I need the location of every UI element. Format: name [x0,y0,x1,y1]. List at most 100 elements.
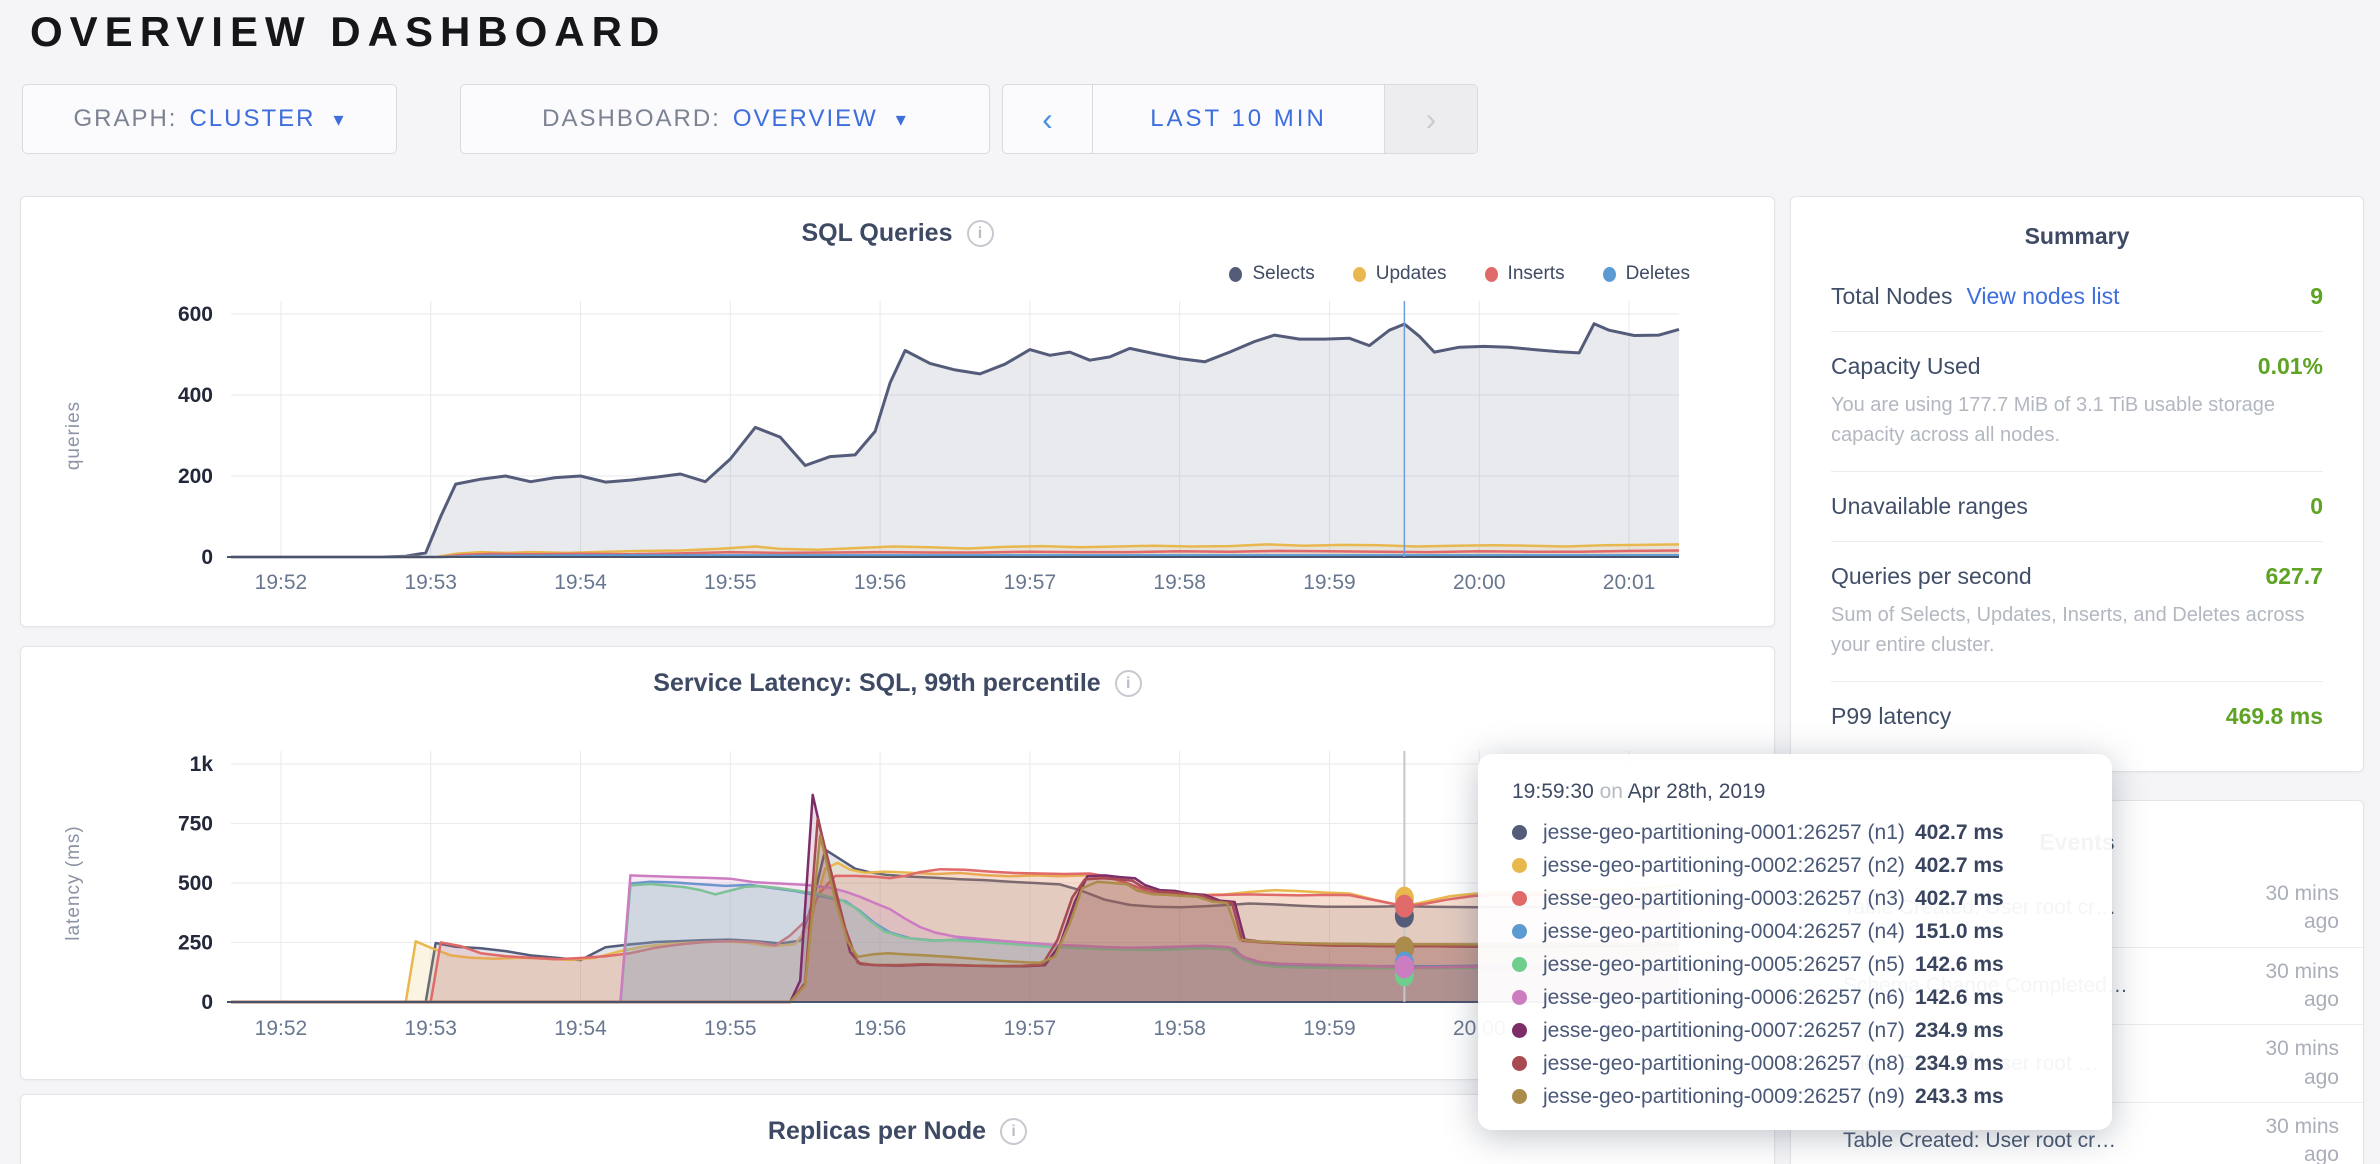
replicas-per-node-chart-title: Replicas per Node [767,1117,987,1145]
node-color-dot-icon [1512,990,1527,1005]
tooltip-node-value: 243.3 ms [1915,1084,2004,1108]
legend-item-inserts[interactable]: Inserts [1484,263,1565,285]
svg-text:19:57: 19:57 [1004,1017,1057,1040]
time-range-label[interactable]: LAST 10 MIN [1093,85,1385,153]
summary-description: Sum of Selects, Updates, Inserts, and De… [1831,604,2305,656]
svg-text:20:00: 20:00 [1453,571,1506,594]
summary-row: Total Nodes View nodes list 9 [1831,262,2323,331]
tooltip-node-value: 402.7 ms [1915,886,2004,910]
dashboard-dropdown-value: OVERVIEW [732,105,878,132]
summary-label: Total Nodes [1831,283,1953,309]
summary-description: You are using 177.7 MiB of 3.1 TiB usabl… [1831,394,2275,446]
summary-rows: Total Nodes View nodes list 9 Capacity Used… [1831,262,2323,751]
summary-value: 0.01% [2257,353,2323,379]
summary-title: Summary [2024,223,2130,249]
legend-item-updates[interactable]: Updates [1352,263,1447,285]
summary-label: Queries per second [1831,563,2032,589]
tooltip-node-name: jesse-geo-partitioning-0009:26257 (n9) [1543,1084,1905,1108]
svg-text:19:56: 19:56 [854,571,907,594]
tooltip-row: jesse-geo-partitioning-0001:26257 (n1) 40… [1512,816,2084,849]
tooltip-node-value: 234.9 ms [1915,1018,2004,1042]
svg-text:19:57: 19:57 [1004,571,1057,594]
legend-swatch-icon [1229,266,1243,282]
svg-text:19:52: 19:52 [255,1017,308,1040]
legend-label: Deletes [1625,263,1690,284]
legend-label: Inserts [1507,263,1565,284]
tooltip-node-value: 142.6 ms [1915,952,2004,976]
dashboard-dropdown-label: DASHBOARD: [542,105,721,132]
info-icon[interactable]: i [1114,670,1142,697]
service-latency-panel: Service Latency: SQL, 99th percentile i … [20,646,1775,1080]
svg-text:latency (ms): latency (ms) [63,825,84,940]
svg-text:500: 500 [178,872,213,895]
service-latency-chart[interactable]: 19:52 19:53 19:54 19:55 19:56 19:57 19:58 19:59… [21,647,1776,1081]
event-row: Table Created: User root cr… 30 mins ago [1791,1102,2363,1164]
svg-text:19:58: 19:58 [1153,1017,1206,1040]
svg-text:19:54: 19:54 [554,571,607,594]
dashboard-dropdown[interactable]: DASHBOARD: OVERVIEW ▾ [460,84,990,154]
page-title: OVERVIEW DASHBOARD [30,8,667,55]
time-range-next-button[interactable]: › [1385,85,1477,153]
graph-dropdown[interactable]: GRAPH: CLUSTER ▾ [22,84,397,154]
summary-row: Queries per second 627.7 Sum of Selects, U… [1831,541,2323,681]
node-color-dot-icon [1512,1023,1527,1038]
service-latency-chart-title: Service Latency: SQL, 99th percentile [653,669,1101,697]
svg-text:19:52: 19:52 [255,571,308,594]
sql-queries-chart[interactable]: 19:52 19:53 19:54 19:55 19:56 19:57 19:58 19:59… [21,197,1776,628]
svg-text:20:01: 20:01 [1603,571,1656,594]
tooltip-row: jesse-geo-partitioning-0007:26257 (n7) 23… [1512,1014,2084,1047]
sql-queries-chart-title: SQL Queries [801,219,953,247]
time-range-selector: ‹ LAST 10 MIN › [1002,84,1478,154]
svg-text:1k: 1k [190,753,214,776]
legend-item-selects[interactable]: Selects [1229,263,1315,285]
summary-value: 627.7 [2265,563,2323,589]
legend-swatch-icon [1602,266,1616,282]
svg-text:0: 0 [201,991,213,1014]
summary-row: Capacity Used 0.01% You are using 177.7 Mi… [1831,331,2323,471]
tooltip-node-value: 142.6 ms [1915,985,2004,1009]
tooltip-row: jesse-geo-partitioning-0009:26257 (n9) 24… [1512,1080,2084,1113]
tooltip-row: jesse-geo-partitioning-0004:26257 (n4) 15… [1512,915,2084,948]
tooltip-date: Apr 28th, 2019 [1627,780,1766,803]
svg-text:19:59: 19:59 [1303,571,1356,594]
svg-text:19:54: 19:54 [554,1017,607,1040]
summary-row: Unavailable ranges 0 [1831,471,2323,541]
legend-label: Updates [1375,263,1447,284]
summary-value: 469.8 ms [2225,703,2323,729]
chevron-left-icon: ‹ [1042,100,1053,137]
view-nodes-link[interactable]: View nodes list [1966,283,2120,309]
tooltip-node-value: 402.7 ms [1915,853,2004,877]
svg-text:19:55: 19:55 [704,571,757,594]
summary-value: 9 [2310,283,2323,309]
legend-swatch-icon [1352,266,1366,282]
time-range-prev-button[interactable]: ‹ [1003,85,1093,153]
node-color-dot-icon [1512,1089,1527,1104]
tooltip-node-name: jesse-geo-partitioning-0001:26257 (n1) [1543,820,1905,844]
summary-label: P99 latency [1831,703,1952,729]
node-color-dot-icon [1512,1056,1527,1071]
legend-item-deletes[interactable]: Deletes [1602,263,1690,285]
tooltip-rows: jesse-geo-partitioning-0001:26257 (n1) 40… [1512,816,2084,1113]
chevron-right-icon: › [1425,100,1437,137]
tooltip-node-name: jesse-geo-partitioning-0003:26257 (n3) [1543,886,1905,910]
tooltip-node-name: jesse-geo-partitioning-0004:26257 (n4) [1543,919,1905,943]
node-color-dot-icon [1512,858,1527,873]
tooltip-row: jesse-geo-partitioning-0008:26257 (n8) 23… [1512,1047,2084,1080]
svg-text:750: 750 [178,813,213,836]
svg-text:19:59: 19:59 [1303,1017,1356,1040]
tooltip-node-value: 234.9 ms [1915,1051,2004,1075]
tooltip-node-name: jesse-geo-partitioning-0005:26257 (n5) [1543,952,1905,976]
info-icon[interactable]: i [1000,1118,1028,1145]
tooltip-node-name: jesse-geo-partitioning-0008:26257 (n8) [1543,1051,1905,1075]
summary-label: Capacity Used [1831,353,1981,379]
node-color-dot-icon [1512,825,1527,840]
tooltip-node-value: 151.0 ms [1915,919,2004,943]
tooltip-row: jesse-geo-partitioning-0006:26257 (n6) 14… [1512,981,2084,1014]
info-icon[interactable]: i [966,220,994,247]
summary-panel: Summary Total Nodes View nodes list 9 Capac… [1790,196,2364,772]
tooltip-node-name: jesse-geo-partitioning-0006:26257 (n6) [1543,985,1905,1009]
sql-queries-panel: SQL Queries i Selects Updates Inserts Delet… [20,196,1775,627]
svg-text:600: 600 [178,303,213,326]
tooltip-header: 19:59:30 on Apr 28th, 2019 [1512,780,2084,804]
